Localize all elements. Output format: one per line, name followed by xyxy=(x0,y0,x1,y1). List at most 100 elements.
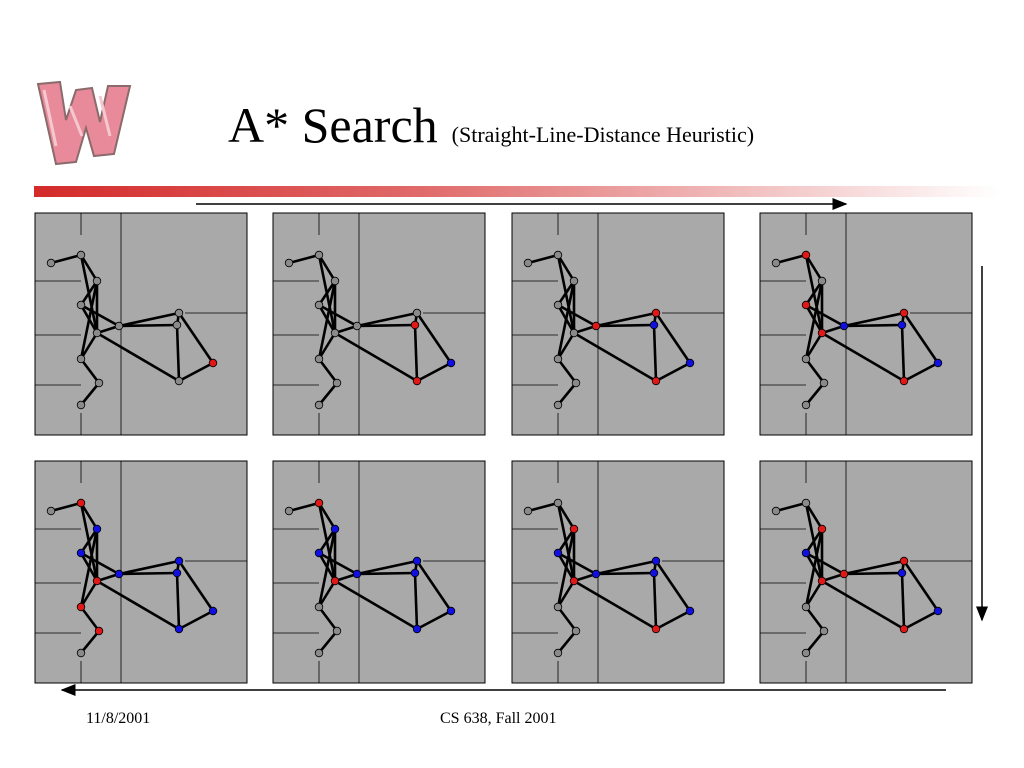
step-panel xyxy=(511,460,725,684)
graph-node xyxy=(410,320,420,330)
graph-edge xyxy=(288,501,320,513)
graph-node xyxy=(76,602,86,612)
graph-edge xyxy=(413,572,419,630)
graph-edge xyxy=(556,382,578,406)
slide-title: A* Search (Straight-Line-Distance Heuris… xyxy=(228,96,754,154)
graph-edge xyxy=(595,559,657,576)
graph-node xyxy=(801,602,811,612)
graph-node xyxy=(94,626,104,636)
graph-node xyxy=(314,400,324,410)
graph-node xyxy=(174,556,184,566)
graph-edge xyxy=(415,312,453,364)
graph-edge xyxy=(595,323,655,328)
graph-node xyxy=(801,300,811,310)
graph-edge xyxy=(317,502,337,582)
graph-edge xyxy=(356,559,418,576)
graph-node xyxy=(76,498,86,508)
graph-edge xyxy=(413,324,419,382)
graph-node xyxy=(899,376,909,386)
graph-node xyxy=(412,376,422,386)
graph-node xyxy=(801,648,811,658)
step-panel xyxy=(34,212,248,436)
graph-node xyxy=(76,250,86,260)
graph-node xyxy=(649,568,659,578)
graph-edge xyxy=(654,312,692,364)
graph-edge xyxy=(317,280,337,360)
graph-edge xyxy=(556,254,576,334)
graph-node xyxy=(446,358,456,368)
graph-edge xyxy=(652,572,658,630)
graph-edge xyxy=(79,332,99,360)
graph-node xyxy=(897,320,907,330)
graph-node xyxy=(801,250,811,260)
graph-node xyxy=(330,276,340,286)
graph-edge xyxy=(804,254,824,282)
graph-edge xyxy=(843,323,903,328)
graph-node xyxy=(553,250,563,260)
graph-edge xyxy=(821,331,905,383)
graph-node xyxy=(569,524,579,534)
slide-title-main: A* Search xyxy=(228,97,438,153)
graph-edge xyxy=(804,254,824,334)
footer-date: 11/8/2001 xyxy=(86,710,151,727)
graph-edge xyxy=(79,280,99,360)
graph-node xyxy=(174,376,184,386)
graph-node xyxy=(651,624,661,634)
graph-node xyxy=(933,606,943,616)
graph-node xyxy=(314,648,324,658)
graph-node xyxy=(412,624,422,634)
graph-node xyxy=(571,378,581,388)
graph-node xyxy=(933,358,943,368)
graph-edge xyxy=(317,630,339,654)
graph-node xyxy=(553,498,563,508)
graph-node xyxy=(412,556,422,566)
graph-node xyxy=(410,568,420,578)
graph-edge xyxy=(902,560,940,612)
graph-edge xyxy=(804,528,824,608)
graph-edge xyxy=(317,502,337,530)
graph-edge xyxy=(843,559,905,576)
graph-edge xyxy=(804,580,824,608)
graph-edge xyxy=(334,331,418,383)
graph-node xyxy=(284,258,294,268)
graph-edge xyxy=(805,551,845,576)
graph-edge xyxy=(334,579,418,631)
step-panel xyxy=(759,212,973,436)
graph-edge xyxy=(118,571,178,576)
graph-edge xyxy=(50,501,82,513)
graph-edge xyxy=(118,559,180,576)
graph-edge xyxy=(556,528,576,608)
graph-node xyxy=(92,576,102,586)
graph-edge xyxy=(556,606,578,632)
graph-edge xyxy=(556,630,578,654)
university-w-logo xyxy=(36,80,132,166)
graph-node xyxy=(172,568,182,578)
graph-edge xyxy=(900,324,906,382)
graph-node xyxy=(330,524,340,534)
panel-background xyxy=(511,460,725,684)
graph-node xyxy=(174,308,184,318)
graph-node xyxy=(899,308,909,318)
graph-node xyxy=(172,320,182,330)
step-panel xyxy=(511,212,725,436)
graph-node xyxy=(817,276,827,286)
graph-edge xyxy=(903,609,939,631)
graph-node xyxy=(771,506,781,516)
graph-edge xyxy=(175,324,181,382)
slide-subtitle: (Straight-Line-Distance Heuristic) xyxy=(451,122,755,147)
panel-background xyxy=(272,212,486,436)
title-underline-bar xyxy=(34,186,1000,197)
graph-edge xyxy=(804,280,824,360)
graph-node xyxy=(817,576,827,586)
graph-node xyxy=(819,626,829,636)
graph-node xyxy=(651,556,661,566)
graph-node xyxy=(685,606,695,616)
graph-edge xyxy=(416,609,452,631)
graph-edge xyxy=(79,528,99,608)
graph-node xyxy=(92,328,102,338)
graph-edge xyxy=(177,560,215,612)
graph-node xyxy=(332,626,342,636)
graph-edge xyxy=(80,551,120,576)
graph-edge xyxy=(557,551,597,576)
graph-node xyxy=(839,569,849,579)
